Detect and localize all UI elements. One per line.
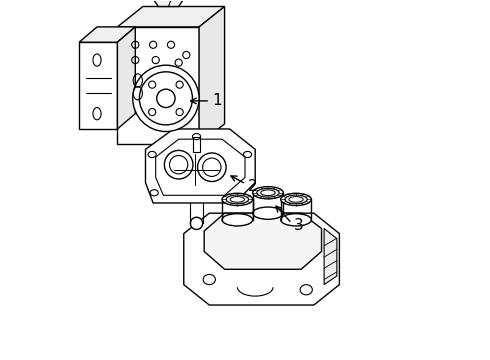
Ellipse shape xyxy=(281,214,311,226)
Ellipse shape xyxy=(285,195,307,204)
Ellipse shape xyxy=(222,193,253,206)
Polygon shape xyxy=(118,27,135,129)
Polygon shape xyxy=(193,137,200,152)
Polygon shape xyxy=(153,0,184,6)
Ellipse shape xyxy=(164,150,193,179)
Polygon shape xyxy=(118,27,199,144)
Ellipse shape xyxy=(226,195,248,204)
Ellipse shape xyxy=(222,214,253,226)
Polygon shape xyxy=(146,129,255,203)
Ellipse shape xyxy=(230,197,245,202)
Ellipse shape xyxy=(257,188,279,197)
Text: 3: 3 xyxy=(294,219,303,233)
Ellipse shape xyxy=(197,153,226,181)
Text: 2: 2 xyxy=(247,179,257,194)
Ellipse shape xyxy=(253,207,283,219)
Polygon shape xyxy=(79,42,118,129)
Ellipse shape xyxy=(133,65,199,131)
Polygon shape xyxy=(184,213,340,305)
Polygon shape xyxy=(324,229,337,285)
Text: 1: 1 xyxy=(212,93,221,108)
Polygon shape xyxy=(199,6,224,144)
Ellipse shape xyxy=(289,197,303,202)
Ellipse shape xyxy=(191,217,203,230)
Polygon shape xyxy=(79,27,135,42)
Ellipse shape xyxy=(281,193,311,206)
Polygon shape xyxy=(118,6,224,27)
Ellipse shape xyxy=(261,190,275,195)
Ellipse shape xyxy=(253,186,283,199)
Polygon shape xyxy=(204,213,321,269)
